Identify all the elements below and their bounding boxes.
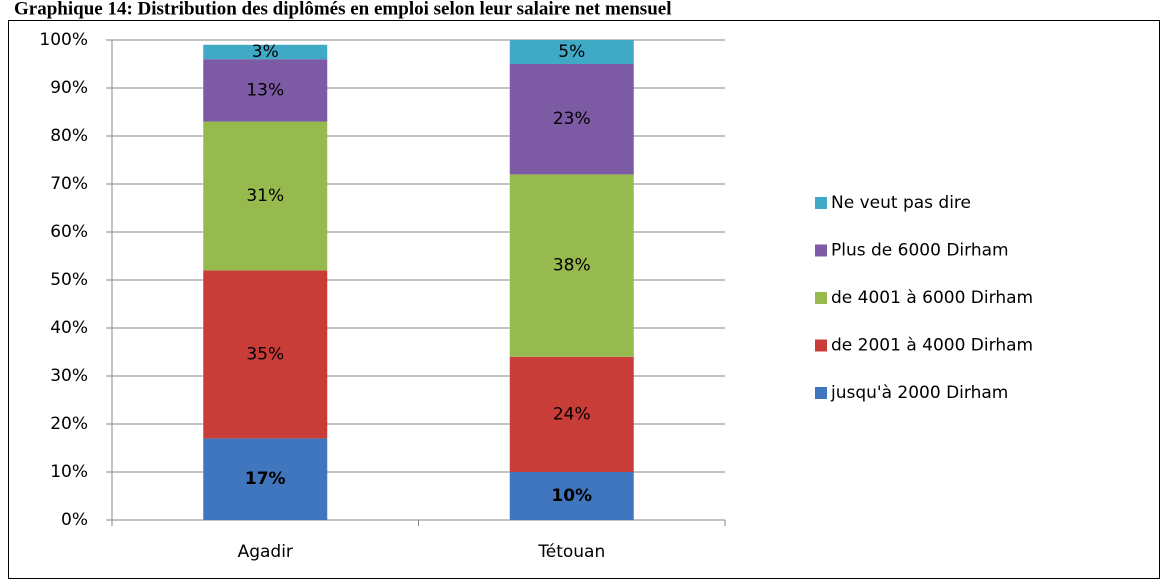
y-tick-label: 70% xyxy=(50,174,88,194)
x-tick-label: Agadir xyxy=(238,542,293,562)
legend-label: de 4001 à 6000 Dirham xyxy=(831,288,1033,308)
legend-label: Ne veut pas dire xyxy=(831,193,971,213)
bar-segment xyxy=(509,64,634,175)
data-label: 24% xyxy=(553,404,591,424)
y-tick-label: 10% xyxy=(50,462,88,482)
data-label: 17% xyxy=(245,469,286,489)
y-tick-label: 0% xyxy=(61,510,88,530)
data-label: 35% xyxy=(246,344,284,364)
bar-segment xyxy=(203,44,328,60)
legend-swatch xyxy=(815,387,827,399)
data-label: 5% xyxy=(558,42,585,62)
legend-swatch xyxy=(815,292,827,304)
legend-swatch xyxy=(815,244,827,257)
bar-segment xyxy=(203,438,328,520)
bar-segment xyxy=(509,472,634,520)
y-tick-label: 40% xyxy=(50,318,88,338)
bar-segment xyxy=(509,40,634,64)
chart-title: Graphique 14: Distribution des diplômés … xyxy=(14,0,671,19)
y-tick-label: 30% xyxy=(50,366,88,386)
y-tick-label: 20% xyxy=(50,414,88,434)
bar-segment xyxy=(509,356,634,472)
y-tick-label: 80% xyxy=(50,126,88,146)
bar-segment xyxy=(203,270,328,439)
y-tick-label: 90% xyxy=(50,78,88,98)
bar-segment xyxy=(203,121,328,271)
bar-segment xyxy=(203,59,328,122)
legend-label: de 2001 à 4000 Dirham xyxy=(831,336,1033,356)
legend-swatch xyxy=(815,339,827,352)
legend-label: jusqu'à 2000 Dirham xyxy=(830,383,1008,403)
bar-segment xyxy=(509,174,634,357)
legend-label: Plus de 6000 Dirham xyxy=(831,241,1009,261)
data-label: 13% xyxy=(246,80,284,100)
y-tick-label: 100% xyxy=(39,30,88,50)
data-label: 3% xyxy=(252,42,279,62)
data-label: 23% xyxy=(553,109,591,129)
data-label: 38% xyxy=(553,256,591,276)
data-label: 31% xyxy=(246,186,284,206)
x-tick-label: Tétouan xyxy=(537,542,605,562)
data-label: 10% xyxy=(551,486,592,506)
y-tick-label: 50% xyxy=(50,270,88,290)
legend-swatch xyxy=(815,197,827,209)
y-tick-label: 60% xyxy=(50,222,88,242)
